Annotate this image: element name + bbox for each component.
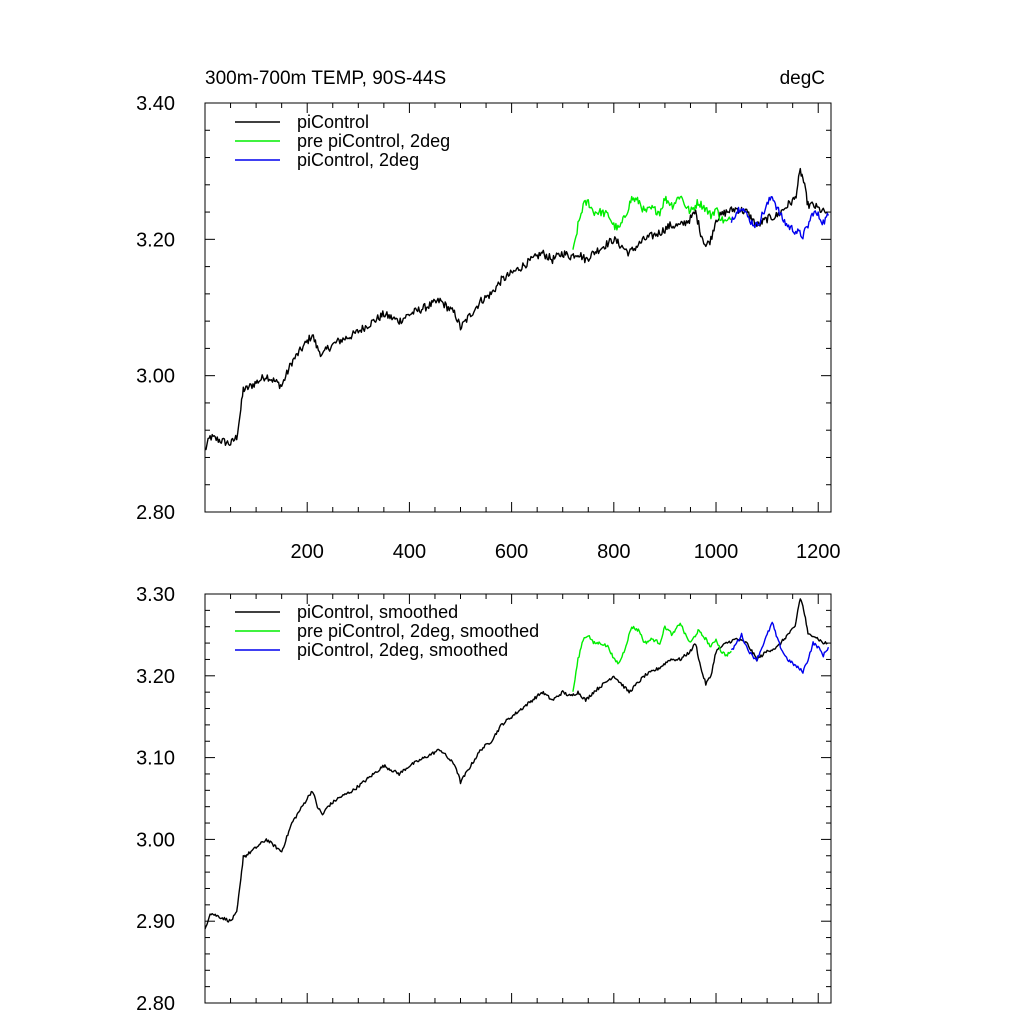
y-tick-label: 3.20: [136, 666, 175, 688]
chart-title: 300m-700m TEMP, 90S-44S: [205, 68, 446, 89]
y-tick-label: 2.90: [136, 911, 175, 933]
bottom-panel: 2.80 2.90 3.00 3.10 3.20 3.30 piControl, smoot…: [136, 584, 832, 1015]
x-tick-label: 400: [393, 541, 426, 563]
y-tick-label: 3.00: [136, 829, 175, 851]
series-line-3: [730, 621, 830, 674]
y-tick-label: 2.80: [136, 993, 175, 1015]
plot-frame: [204, 102, 832, 513]
y-tick-label: 3.00: [136, 366, 175, 388]
x-tick-label: 1000: [694, 541, 739, 563]
units-label: degC: [780, 68, 825, 89]
legend-label: piControl, smoothed: [297, 602, 458, 622]
series-line-1: [204, 598, 828, 930]
legend-label: pre piControl, 2deg: [297, 131, 450, 151]
series-line-1: [204, 167, 828, 451]
y-tick-label: 3.20: [136, 229, 175, 251]
legend-label: pre piControl, 2deg, smoothed: [297, 621, 539, 641]
y-tick-label: 2.80: [136, 502, 175, 524]
x-tick-label: 800: [597, 541, 630, 563]
y-tick-label: 3.40: [136, 93, 175, 115]
series-line-2: [572, 622, 732, 692]
top-panel: 2.80 3.00 3.20 3.40 200 400 600 800 1000 1200 300m…: [136, 68, 840, 563]
legend-label: piControl, 2deg: [297, 150, 419, 170]
series-line-2: [572, 195, 732, 250]
y-tick-label: 3.30: [136, 584, 175, 606]
y-tick-label: 3.10: [136, 748, 175, 770]
legend-label: piControl: [297, 112, 369, 132]
series-line-3: [730, 195, 830, 240]
x-tick-label: 600: [495, 541, 528, 563]
legend-label: piControl, 2deg, smoothed: [297, 640, 508, 660]
x-tick-label: 200: [291, 541, 324, 563]
x-tick-label: 1200: [796, 541, 841, 563]
plot-frame: [204, 593, 832, 1004]
